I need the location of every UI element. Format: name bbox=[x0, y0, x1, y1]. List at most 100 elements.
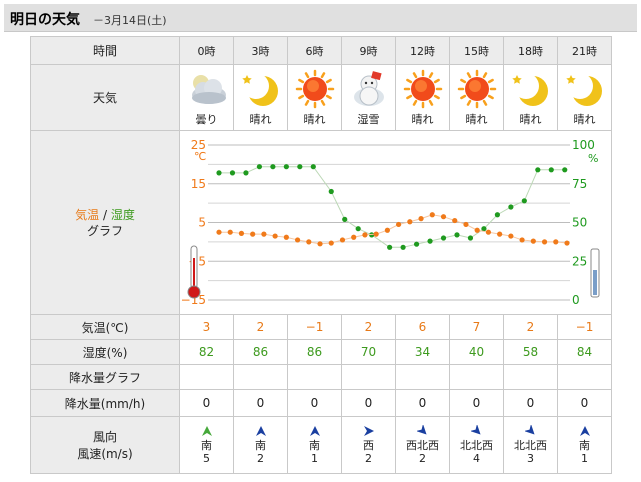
wind-arrow-icon bbox=[309, 426, 320, 436]
temp-cell: 7 bbox=[449, 314, 504, 340]
wind-direction: 西北西 bbox=[406, 439, 439, 452]
wind-cell: 北北西 3 bbox=[503, 416, 558, 474]
graph-sep: / bbox=[99, 207, 111, 222]
wind-arrow-icon bbox=[363, 426, 374, 436]
weather-text: 晴れ bbox=[303, 112, 326, 126]
wind-arrow-icon bbox=[201, 426, 212, 436]
hour-header: 21時 bbox=[557, 36, 612, 65]
rain-graph-cell bbox=[503, 364, 558, 390]
rain-graph-cell bbox=[449, 364, 504, 390]
temp-cell: −1 bbox=[287, 314, 342, 340]
sun-icon bbox=[403, 69, 442, 108]
temp-label: 気温(℃) bbox=[30, 314, 180, 340]
weather-cell: 湿雪 bbox=[341, 64, 396, 131]
wind-dir-label: 風向 bbox=[92, 430, 117, 444]
wind-speed: 4 bbox=[473, 452, 480, 465]
wind-speed: 2 bbox=[419, 452, 426, 465]
graph-row: 気温 / 湿度 グラフ bbox=[30, 130, 612, 315]
sun-icon bbox=[295, 69, 334, 108]
wind-speed: 3 bbox=[527, 452, 534, 465]
rain-cell: 0 bbox=[557, 389, 612, 417]
rain-cell: 0 bbox=[449, 389, 504, 417]
rain-graph-cell bbox=[557, 364, 612, 390]
wind-arrow-icon bbox=[470, 425, 481, 435]
wind-direction: 西 bbox=[363, 439, 374, 452]
graph-label: 気温 / 湿度 グラフ bbox=[30, 130, 180, 315]
wind-speed: 2 bbox=[365, 452, 372, 465]
weather-text: 晴れ bbox=[411, 112, 434, 126]
hour-header: 6時 bbox=[287, 36, 342, 65]
hour-header: 0時 bbox=[179, 36, 234, 65]
wind-direction: 北北西 bbox=[460, 439, 493, 452]
rain-cell: 0 bbox=[179, 389, 234, 417]
moon-star-icon bbox=[565, 72, 602, 106]
humidity-row: 湿度(%) 82 86 86 70 34 40 58 84 bbox=[30, 339, 612, 365]
wind-label: 風向 風速(m/s) bbox=[30, 416, 180, 474]
hour-header: 15時 bbox=[449, 36, 504, 65]
wind-row: 風向 風速(m/s) 南 5 南 2 南 1 西 2 西北西 2 北北西 4 北北西 3 南 1 bbox=[30, 416, 612, 474]
wind-speed: 1 bbox=[311, 452, 318, 465]
wind-speed: 5 bbox=[203, 452, 210, 465]
rain-cell: 0 bbox=[395, 389, 450, 417]
weather-cell: 晴れ bbox=[557, 64, 612, 131]
temp-cell: 6 bbox=[395, 314, 450, 340]
rain-cell: 0 bbox=[341, 389, 396, 417]
humidity-cell: 34 bbox=[395, 339, 450, 365]
humidity-cell: 84 bbox=[557, 339, 612, 365]
weather-cell: 晴れ bbox=[395, 64, 450, 131]
graph-temp-label: 気温 bbox=[75, 207, 100, 222]
wind-arrow-icon bbox=[524, 425, 535, 435]
humidity-label: 湿度(%) bbox=[30, 339, 180, 365]
rain-cell: 0 bbox=[287, 389, 342, 417]
humidity-cell: 58 bbox=[503, 339, 558, 365]
hour-header: 12時 bbox=[395, 36, 450, 65]
wind-direction: 南 bbox=[309, 439, 320, 452]
title-bar: 明日の天気 －3月14日(土) bbox=[4, 4, 637, 32]
weather-label: 天気 bbox=[30, 64, 180, 131]
sun-icon bbox=[457, 69, 496, 108]
weather-text: 湿雪 bbox=[357, 112, 380, 126]
rain-graph-cell bbox=[341, 364, 396, 390]
weather-row: 天気 曇り 晴れ 晴れ 湿雪 晴れ 晴れ 晴れ 晴れ bbox=[30, 64, 612, 131]
rain-cell: 0 bbox=[233, 389, 288, 417]
page-title: 明日の天気 bbox=[10, 12, 80, 28]
rain-graph-cell bbox=[395, 364, 450, 390]
weather-text: 晴れ bbox=[249, 112, 272, 126]
graph-word: グラフ bbox=[86, 223, 123, 238]
rain-graph-cell bbox=[233, 364, 288, 390]
rain-graph-row: 降水量グラフ bbox=[30, 364, 612, 390]
weather-text: 晴れ bbox=[519, 112, 542, 126]
graph-cell bbox=[179, 130, 612, 315]
rain-cell: 0 bbox=[503, 389, 558, 417]
weather-text: 晴れ bbox=[573, 112, 596, 126]
weather-cell: 晴れ bbox=[503, 64, 558, 131]
rain-graph-cell bbox=[287, 364, 342, 390]
hour-header: 18時 bbox=[503, 36, 558, 65]
forecast-date: －3月14日(土) bbox=[93, 14, 167, 27]
wind-cell: 西北西 2 bbox=[395, 416, 450, 474]
temp-cell: −1 bbox=[557, 314, 612, 340]
time-row: 時間 0時 3時 6時 9時 12時 15時 18時 21時 bbox=[30, 36, 612, 65]
rain-label: 降水量(mm/h) bbox=[30, 389, 180, 417]
humidity-cell: 40 bbox=[449, 339, 504, 365]
wind-direction: 南 bbox=[255, 439, 266, 452]
weather-cell: 曇り bbox=[179, 64, 234, 131]
humidity-cell: 86 bbox=[233, 339, 288, 365]
wind-speed-label: 風速(m/s) bbox=[77, 447, 133, 461]
wind-direction: 南 bbox=[201, 439, 212, 452]
hour-header: 3時 bbox=[233, 36, 288, 65]
wind-cell: 北北西 4 bbox=[449, 416, 504, 474]
snowman-icon bbox=[353, 70, 384, 106]
weather-text: 晴れ bbox=[465, 112, 488, 126]
humidity-cell: 86 bbox=[287, 339, 342, 365]
temp-cell: 2 bbox=[503, 314, 558, 340]
wind-speed: 2 bbox=[257, 452, 264, 465]
wind-arrow-icon bbox=[416, 425, 427, 435]
temp-cell: 2 bbox=[233, 314, 288, 340]
rain-graph-label: 降水量グラフ bbox=[30, 364, 180, 390]
